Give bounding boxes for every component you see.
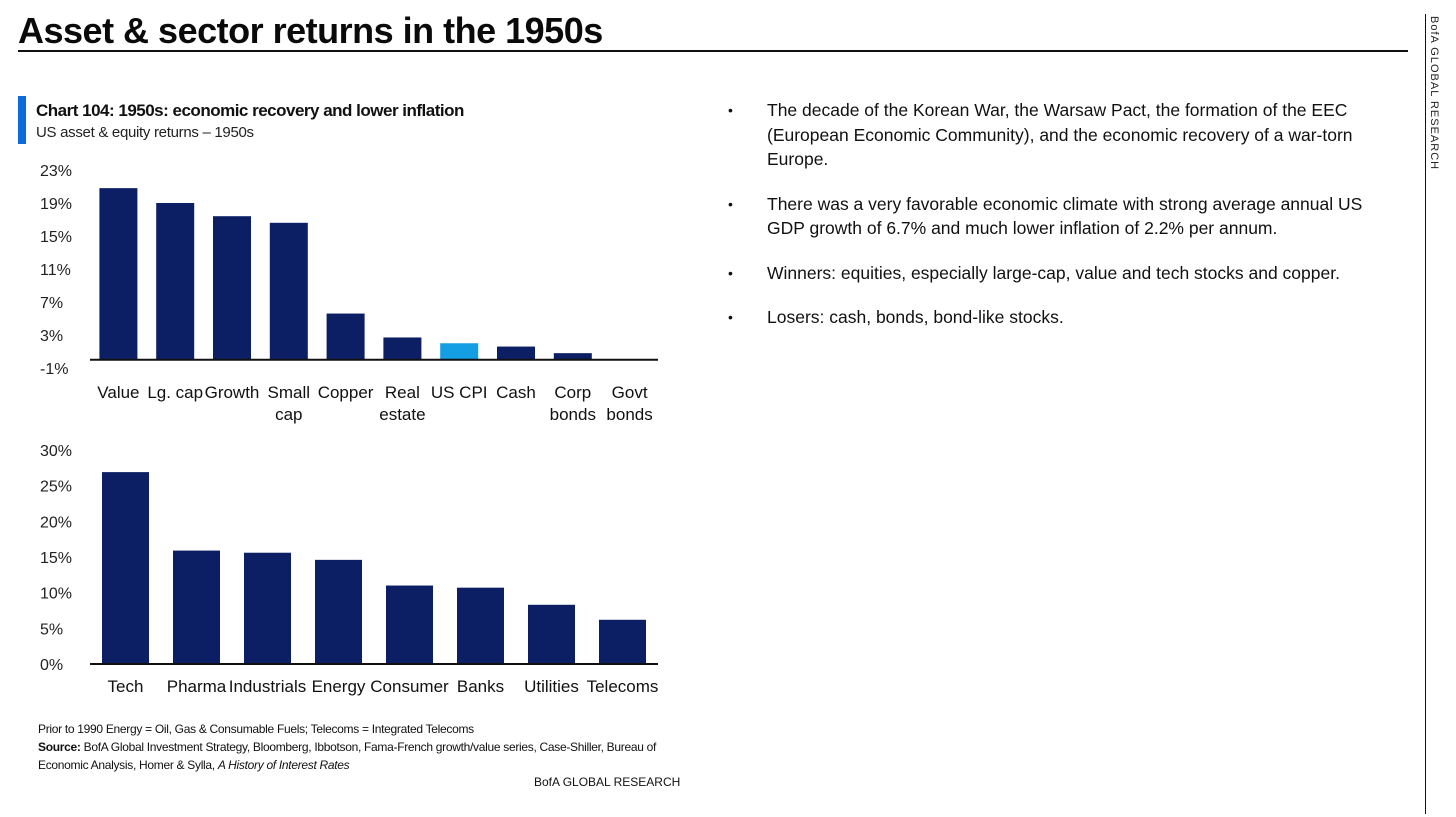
category-label: cap (275, 405, 302, 424)
category-label: bonds (550, 405, 596, 424)
bullet-dot: • (728, 309, 733, 325)
y-tick-label: 15% (40, 229, 72, 246)
category-label: Growth (205, 383, 260, 402)
bar (599, 619, 646, 664)
y-tick-label: 25% (40, 479, 72, 496)
y-tick-label: 10% (40, 586, 72, 603)
bar (244, 552, 291, 664)
sector-returns-chart: 30% 25% 20% 15% 10% 5% 0% Tech Pharma Industrials… (40, 443, 659, 696)
y-tick-label: 3% (40, 328, 63, 345)
category-label: Real (385, 383, 420, 402)
bullet-text: Winners: equities, especially large-cap,… (767, 262, 1340, 283)
bar (383, 337, 422, 360)
category-label: Banks (457, 677, 504, 696)
y-tick-label: 7% (40, 295, 63, 312)
category-label: estate (379, 405, 425, 424)
title-rule (18, 50, 1408, 52)
y-tick-label: 23% (40, 163, 72, 180)
y-tick-label: 5% (40, 621, 63, 638)
category-label: Copper (318, 383, 374, 402)
bullet-item: • Winners: equities, especially large-cap… (728, 261, 1368, 286)
bar (553, 353, 592, 360)
chart-accent-bar (18, 96, 26, 144)
bullet-text: The decade of the Korean War, the Warsaw… (767, 100, 1353, 169)
bullet-dot: • (728, 102, 733, 118)
category-label: Tech (108, 677, 144, 696)
bar (440, 343, 479, 360)
bullet-text: There was a very favorable economic clim… (767, 193, 1363, 239)
y-tick-label: 19% (40, 196, 72, 213)
category-label: Value (97, 383, 139, 402)
source-book-title: A History of Interest Rates (217, 758, 350, 772)
category-label: Govt (612, 383, 648, 402)
category-label: Utilities (524, 677, 579, 696)
category-label: Small (268, 383, 311, 402)
category-label: Telecoms (587, 677, 659, 696)
bullet-dot: • (728, 264, 733, 281)
bar (528, 604, 575, 664)
commentary-bullets: • The decade of the Korean War, the Warsa… (728, 98, 1368, 350)
bar (315, 559, 362, 664)
category-label: Industrials (229, 677, 306, 696)
bar (497, 346, 535, 360)
bullet-item: • There was a very favorable economic cli… (728, 192, 1368, 241)
bar (213, 216, 251, 360)
bullet-item: • Losers: cash, bonds, bond-like stocks. (728, 305, 1368, 330)
category-label: US CPI (431, 383, 488, 402)
y-tick-label: 20% (40, 514, 72, 531)
bar (173, 550, 220, 664)
footnote-note: Prior to 1990 Energy = Oil, Gas & Consum… (38, 722, 474, 736)
category-label: Energy (312, 677, 366, 696)
y-tick-label: 11% (40, 262, 71, 279)
right-divider (1425, 14, 1426, 814)
category-label: bonds (606, 405, 652, 424)
footer-brand: BofA GLOBAL RESEARCH (534, 775, 681, 789)
bullet-dot: • (728, 195, 733, 212)
bar (269, 222, 308, 360)
y-tick-label: 0% (40, 657, 63, 674)
chart-title: Chart 104: 1950s: economic recovery and … (36, 101, 464, 120)
category-label: Lg. cap (147, 383, 203, 402)
asset-returns-chart: 23% 19% 15% 11% 7% 3% -1% Value Lg. cap Growth Sma… (40, 163, 658, 424)
bullet-text: Losers: cash, bonds, bond-like stocks. (767, 307, 1064, 327)
y-tick-label: 15% (40, 550, 72, 567)
bar (386, 585, 433, 664)
source-text: BofA Global Investment Strategy, Bloombe… (38, 740, 657, 772)
bar (326, 313, 365, 360)
category-label: Corp (554, 383, 591, 402)
bar (102, 472, 149, 664)
page-title: Asset & sector returns in the 1950s (18, 10, 603, 51)
source-label: Source: (38, 740, 81, 754)
category-label: Pharma (167, 677, 227, 696)
bar (457, 587, 504, 664)
chart-subtitle: US asset & equity returns – 1950s (36, 124, 254, 141)
footnotes: Prior to 1990 Energy = Oil, Gas & Consum… (38, 720, 663, 774)
bar (156, 203, 195, 360)
y-tick-label: -1% (40, 361, 68, 378)
footnote-source: Source: BofA Global Investment Strategy,… (38, 738, 663, 774)
bullet-item: • The decade of the Korean War, the Warsa… (728, 98, 1368, 172)
category-label: Consumer (370, 677, 449, 696)
category-label: Cash (496, 383, 536, 402)
y-tick-label: 30% (40, 443, 72, 460)
bar (99, 188, 138, 360)
vertical-brand: BofA GLOBAL RESEARCH (1428, 16, 1440, 171)
